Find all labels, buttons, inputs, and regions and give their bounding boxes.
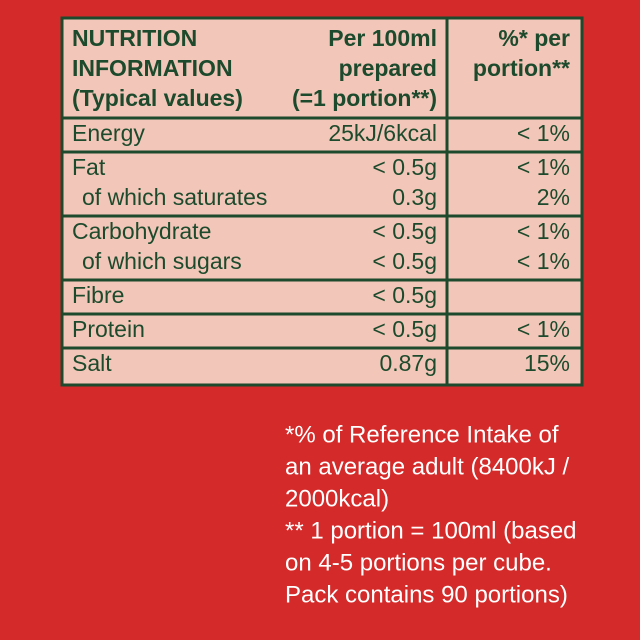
nutrient-name: Salt — [72, 350, 112, 376]
per-100ml: 0.87g — [379, 350, 437, 376]
nutrient-name: Fat — [72, 154, 106, 180]
header-text: portion** — [473, 55, 570, 81]
nutrient-name: Fibre — [72, 282, 124, 308]
per-100ml: < 0.5g — [372, 316, 437, 342]
footnote-line: on 4-5 portions per cube. — [285, 549, 552, 576]
per-100ml: < 0.5g — [372, 248, 437, 274]
nutrient-name: of which sugars — [82, 248, 242, 274]
per-100ml: 25kJ/6kcal — [328, 120, 437, 146]
nutrient-name: Carbohydrate — [72, 218, 211, 244]
nutrient-name: Protein — [72, 316, 145, 342]
footnote-line: an average adult (8400kJ / — [285, 453, 570, 480]
footnote-line: *% of Reference Intake of — [285, 421, 559, 448]
header-text: Per 100ml — [328, 25, 437, 51]
percent-ri: < 1% — [517, 120, 570, 146]
percent-ri: < 1% — [517, 248, 570, 274]
percent-ri: 15% — [524, 350, 570, 376]
per-100ml: < 0.5g — [372, 282, 437, 308]
header-text: %* per — [498, 25, 570, 51]
percent-ri: < 1% — [517, 218, 570, 244]
per-100ml: 0.3g — [392, 184, 437, 210]
footnote-line: 2000kcal) — [285, 485, 389, 512]
percent-ri: 2% — [537, 184, 570, 210]
percent-ri: < 1% — [517, 154, 570, 180]
footnote-line: ** 1 portion = 100ml (based — [285, 517, 577, 544]
header-text: INFORMATION — [72, 55, 233, 81]
nutrient-name: of which saturates — [82, 184, 267, 210]
footnote-line: Pack contains 90 portions) — [285, 581, 568, 608]
per-100ml: < 0.5g — [372, 154, 437, 180]
nutrient-name: Energy — [72, 120, 145, 146]
header-text: (=1 portion**) — [292, 85, 437, 111]
table-box — [60, 16, 584, 387]
header-text: prepared — [339, 55, 437, 81]
header-text: (Typical values) — [72, 85, 243, 111]
header-text: NUTRITION — [72, 25, 197, 51]
percent-ri: < 1% — [517, 316, 570, 342]
per-100ml: < 0.5g — [372, 218, 437, 244]
